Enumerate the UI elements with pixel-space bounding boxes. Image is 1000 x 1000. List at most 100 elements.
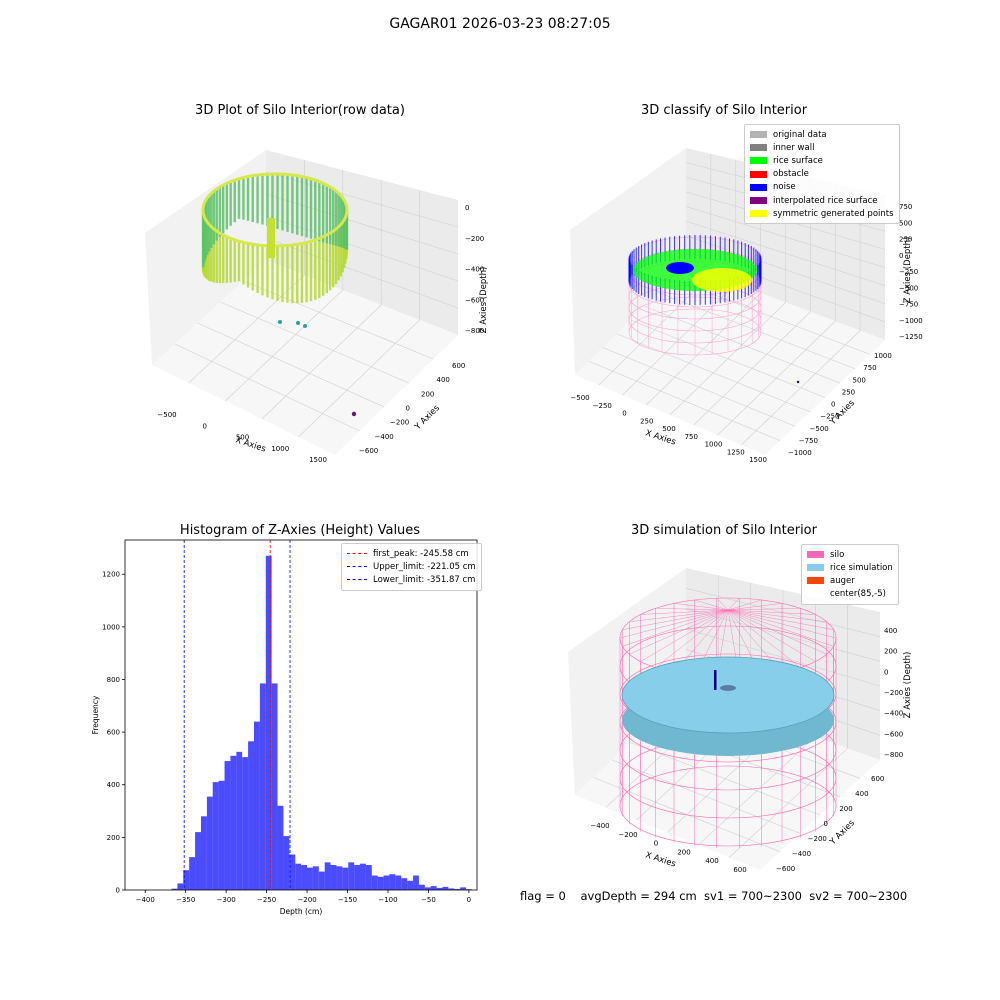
p4-silo-roof-line bbox=[716, 598, 729, 611]
p2-legend-entry: interpolated rice surface bbox=[750, 194, 894, 207]
p4-legend-swatch bbox=[807, 577, 824, 585]
p4-legend-swatch bbox=[807, 590, 824, 598]
p2-grid-line bbox=[685, 220, 886, 286]
p4-z-tick-label: −600 bbox=[884, 730, 903, 738]
histogram-bar bbox=[177, 883, 184, 890]
histogram-legend-label: Upper_limit: -221.05 cm bbox=[373, 561, 476, 572]
histogram-x-tick-label: −50 bbox=[421, 896, 436, 904]
p1-grid-line bbox=[224, 289, 344, 402]
histogram-y-tick-label: 400 bbox=[107, 781, 120, 789]
p1-grid-line bbox=[188, 274, 305, 384]
histogram-legend-line bbox=[347, 566, 367, 568]
p4-legend-label: rice simulation bbox=[830, 562, 893, 573]
p2-legend-entry: symmetric generated points bbox=[750, 207, 894, 220]
p1-grid-line bbox=[243, 280, 434, 360]
p4-z-tick-label: −400 bbox=[884, 710, 903, 718]
p1-outlier-point bbox=[351, 411, 357, 417]
p4-grid-line bbox=[728, 748, 848, 858]
p2-z-tick-label: 500 bbox=[899, 219, 912, 227]
histogram-bar bbox=[224, 761, 231, 890]
panel2-legend: original data inner wall rice surface obsta… bbox=[744, 124, 900, 225]
p2-pane-floor bbox=[575, 265, 885, 455]
histogram-x-tick-label: −150 bbox=[338, 896, 357, 904]
p2-z-tick-label: 0 bbox=[899, 252, 903, 260]
p4-auger bbox=[714, 670, 717, 690]
p4-legend-swatch bbox=[807, 564, 824, 572]
histogram-bar bbox=[248, 741, 254, 890]
p4-silo-roof-line bbox=[640, 609, 729, 662]
p2-grid-line bbox=[717, 321, 836, 436]
p4-silo-roof-line bbox=[727, 609, 827, 622]
histogram-legend-line bbox=[347, 579, 367, 581]
panel2-title: 3D classify of Silo Interior bbox=[640, 103, 808, 118]
p4-x-tick-label: −200 bbox=[618, 831, 637, 839]
p1-y-tick-label: 400 bbox=[437, 376, 450, 384]
histogram-bar bbox=[189, 857, 196, 890]
p4-silo-roof-line bbox=[727, 609, 816, 662]
p2-x-tick-label: 750 bbox=[685, 433, 698, 441]
p2-y-tick-label: 0 bbox=[831, 401, 835, 409]
histogram-bar bbox=[336, 866, 343, 890]
histogram-y-tick-label: 1200 bbox=[102, 571, 120, 579]
p2-x-tick-label: 250 bbox=[640, 417, 653, 425]
p4-legend-label: silo bbox=[830, 549, 845, 560]
p2-legend-swatch bbox=[750, 183, 767, 191]
p4-y-tick-label: 400 bbox=[855, 790, 868, 798]
p4-silo-roof-line bbox=[727, 609, 827, 655]
histogram-bar bbox=[259, 683, 266, 890]
p4-x-tick-label: 400 bbox=[705, 857, 718, 865]
p1-grid-line bbox=[197, 322, 385, 408]
p1-z-tick-label: −400 bbox=[465, 266, 484, 274]
histogram-bar bbox=[407, 880, 414, 890]
p2-legend-label: obstacle bbox=[773, 169, 809, 180]
p2-y-tick-label: 1000 bbox=[874, 352, 892, 360]
p1-z-tick-label: −600 bbox=[465, 296, 484, 304]
p2-legend-swatch bbox=[750, 197, 767, 205]
p1-y-tick-label: −600 bbox=[359, 447, 378, 455]
histogram-bar bbox=[200, 816, 207, 890]
p2-legend-label: symmetric generated points bbox=[773, 208, 894, 219]
p4-silo-roof-line bbox=[655, 609, 729, 668]
p4-silo-roof-line bbox=[727, 609, 801, 668]
p1-x-tick-label: 500 bbox=[236, 434, 249, 442]
histogram-bar bbox=[271, 683, 278, 890]
p2-legend-entry: inner wall bbox=[750, 141, 894, 154]
histogram-x-tick-label: −350 bbox=[176, 896, 195, 904]
histogram-bar bbox=[383, 875, 390, 890]
p2-grid-line bbox=[693, 311, 811, 426]
histogram-bar bbox=[424, 887, 431, 890]
p2-legend-label: noise bbox=[773, 182, 796, 193]
panel4-title: 3D simulation of Silo Interior bbox=[631, 523, 817, 538]
p4-z-tick-label: 0 bbox=[884, 668, 888, 676]
p4-x-tick-label: 600 bbox=[733, 866, 746, 874]
p2-z-tick-label: −1000 bbox=[899, 317, 923, 325]
histogram-bar bbox=[253, 721, 260, 890]
p2-y-tick-label: −750 bbox=[799, 437, 818, 445]
p2-legend-swatch bbox=[750, 144, 767, 152]
panel1-title: 3D Plot of Silo Interior(row data) bbox=[195, 103, 405, 118]
histogram-legend-entry: Upper_limit: -221.05 cm bbox=[347, 560, 476, 573]
p4-y-tick-label: −400 bbox=[792, 850, 811, 858]
histogram-y-tick-label: 600 bbox=[107, 729, 120, 737]
histogram-bar bbox=[401, 878, 408, 890]
histogram-bar bbox=[348, 862, 355, 890]
histogram-bar bbox=[413, 875, 419, 890]
p4-silo-simulation bbox=[619, 597, 837, 848]
p4-z-tick-label: 200 bbox=[884, 648, 897, 656]
p2-noise-cluster bbox=[666, 262, 694, 274]
p2-legend-swatch bbox=[750, 157, 767, 165]
p1-y-tick-label: 200 bbox=[421, 390, 434, 398]
histogram-bar bbox=[395, 875, 402, 890]
p2-y-tick-label: −1000 bbox=[788, 449, 812, 457]
p4-y-tick-label: −600 bbox=[776, 865, 795, 873]
p2-legend-entry: original data bbox=[750, 128, 894, 141]
p2-y-tick-label: 500 bbox=[853, 376, 866, 384]
histogram-bar bbox=[236, 751, 243, 890]
p4-silo-roof-line bbox=[640, 609, 729, 615]
histogram-y-tick-label: 0 bbox=[116, 887, 120, 895]
p1-grid-line bbox=[220, 301, 409, 384]
p2-x-tick-label: −250 bbox=[593, 402, 612, 410]
p2-legend-swatch bbox=[750, 210, 767, 218]
histogram-bar bbox=[371, 875, 378, 890]
histogram-bar bbox=[242, 757, 249, 890]
